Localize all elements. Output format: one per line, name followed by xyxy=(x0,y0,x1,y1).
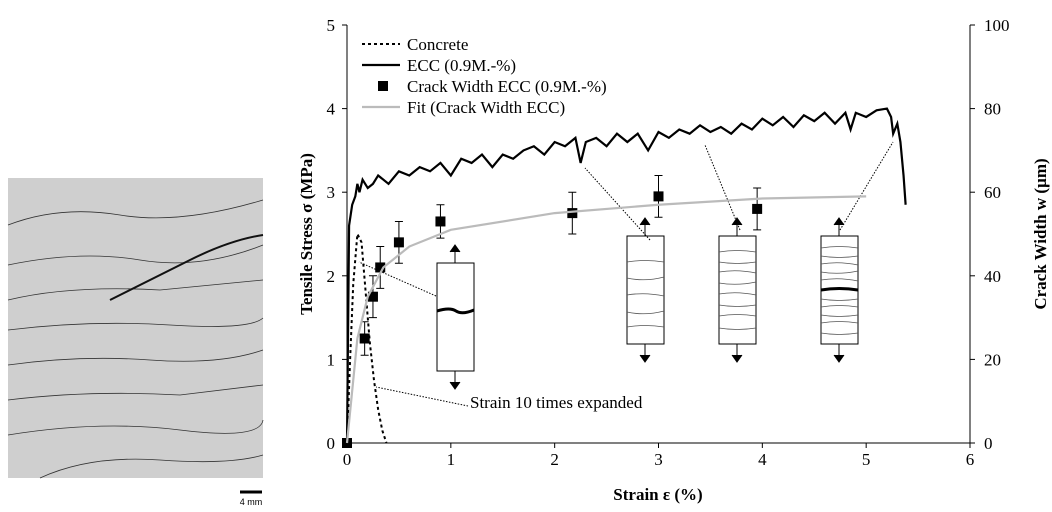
y2-tick-label: 0 xyxy=(984,434,993,453)
marker xyxy=(752,203,763,214)
annotation: Strain 10 times expanded xyxy=(470,393,643,412)
y-axis-label: Tensile Stress σ (MPa) xyxy=(297,153,316,315)
marker xyxy=(567,208,578,219)
x-tick-label: 5 xyxy=(862,450,871,469)
legend-label: Concrete xyxy=(407,35,468,54)
y-tick-label: 4 xyxy=(327,100,336,119)
x-axis-label: Strain ε (%) xyxy=(613,485,702,504)
y-tick-label: 5 xyxy=(327,16,336,35)
x-tick-label: 1 xyxy=(447,450,456,469)
marker xyxy=(359,333,370,344)
y-tick-label: 3 xyxy=(327,183,336,202)
line xyxy=(345,195,867,444)
x-tick-label: 4 xyxy=(758,450,767,469)
x-tick-label: 6 xyxy=(966,450,975,469)
y2-tick-label: 80 xyxy=(984,100,1001,119)
line xyxy=(345,107,907,444)
line xyxy=(346,230,388,444)
y-tick-label: 0 xyxy=(327,434,336,453)
marker xyxy=(435,216,446,227)
x-tick-label: 0 xyxy=(343,450,352,469)
legend-label: Crack Width ECC (0.9M.-%) xyxy=(407,77,607,96)
scale-bar-label: 4 mm xyxy=(240,497,263,507)
specimen-sketches xyxy=(358,141,894,407)
marker xyxy=(375,262,386,273)
y2-tick-label: 60 xyxy=(984,183,1001,202)
y2-axis-label: Crack Width w (µm) xyxy=(1031,158,1050,309)
y2-tick-label: 20 xyxy=(984,350,1001,369)
legend-label: ECC (0.9M.-%) xyxy=(407,56,516,75)
x-tick-label: 3 xyxy=(654,450,663,469)
legend-label: Fit (Crack Width ECC) xyxy=(407,98,565,117)
photo: 4 mm xyxy=(7,178,264,507)
y2-tick-label: 40 xyxy=(984,267,1001,286)
marker xyxy=(393,237,404,248)
y-tick-label: 1 xyxy=(327,350,336,369)
marker xyxy=(653,191,664,202)
y-tick-label: 2 xyxy=(327,267,336,286)
marker xyxy=(367,291,378,302)
legend-swatch xyxy=(378,81,388,91)
y2-tick-label: 100 xyxy=(984,16,1010,35)
x-tick-label: 2 xyxy=(550,450,559,469)
